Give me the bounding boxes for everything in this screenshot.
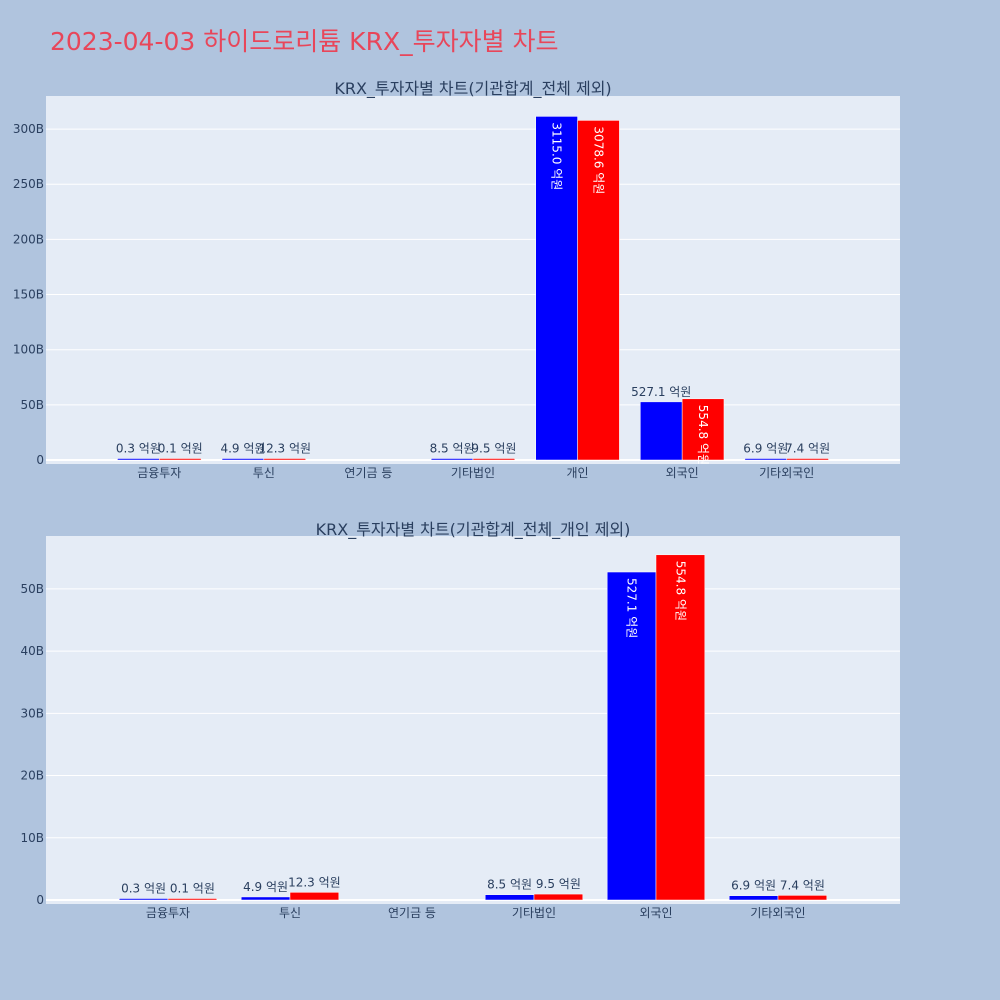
data-label: 6.9 억원 xyxy=(743,442,788,456)
x-tick-label: 외국인 xyxy=(666,466,699,480)
bar xyxy=(472,458,516,461)
bar xyxy=(430,458,474,461)
chart-1: 0 50B 100B 150B 200B 250B 300B KRX_투자자별 차트(기관합계… xyxy=(13,79,900,480)
data-label: 6.9 억원 xyxy=(731,879,776,893)
y-tick-label: 40B xyxy=(20,644,44,658)
bar xyxy=(655,554,706,901)
x-tick-label: 연기금 등 xyxy=(344,466,392,480)
page-title: 2023-04-03 하이드로리튬 KRX_투자자별 차트 xyxy=(50,27,559,56)
bar xyxy=(263,458,306,461)
bar xyxy=(167,898,218,901)
x-tick-label: 금융투자 xyxy=(146,906,190,920)
x-tick-label: 기타법인 xyxy=(451,466,495,480)
bar xyxy=(577,120,620,461)
data-label: 3115.0 억원 xyxy=(550,122,564,190)
bar xyxy=(786,458,829,461)
data-label: 12.3 억원 xyxy=(258,442,311,456)
y-tick-label: 200B xyxy=(13,232,44,246)
data-label: 0.3 억원 xyxy=(116,442,161,456)
data-label: 8.5 억원 xyxy=(430,442,475,456)
y-tick-label: 50B xyxy=(20,398,44,412)
bar xyxy=(159,458,202,461)
bar xyxy=(118,898,169,901)
bar xyxy=(606,571,657,901)
x-tick-label: 개인 xyxy=(567,466,589,480)
y-tick-label: 0 xyxy=(36,893,44,907)
plot-area xyxy=(46,536,900,904)
data-label: 554.8 억원 xyxy=(673,561,687,621)
y-tick-label: 50B xyxy=(20,582,44,596)
x-tick-label: 기타법인 xyxy=(512,906,556,920)
bar xyxy=(221,458,265,461)
bar xyxy=(744,458,787,461)
bar xyxy=(681,398,725,461)
bar xyxy=(535,116,578,461)
data-label: 0.3 억원 xyxy=(121,882,166,896)
data-label: 9.5 억원 xyxy=(536,877,581,891)
y-tick-label: 0 xyxy=(36,453,44,467)
data-label: 7.4 억원 xyxy=(780,878,825,892)
chart-title: KRX_투자자별 차트(기관합계_전체 제외) xyxy=(334,79,611,99)
bar xyxy=(777,895,828,901)
y-tick-label: 20B xyxy=(20,769,44,783)
data-label: 4.9 억원 xyxy=(220,442,265,456)
x-tick-label: 기타외국인 xyxy=(759,466,814,480)
data-label: 9.5 억원 xyxy=(471,442,516,456)
bar xyxy=(240,896,291,901)
data-label: 0.1 억원 xyxy=(158,442,203,456)
y-tick-label: 10B xyxy=(20,831,44,845)
bar xyxy=(728,895,779,901)
y-tick-label: 30B xyxy=(20,706,44,720)
plot-area xyxy=(46,96,900,464)
data-label: 4.9 억원 xyxy=(243,880,288,894)
data-label: 554.8 억원 xyxy=(696,405,710,465)
x-tick-label: 외국인 xyxy=(639,906,672,920)
bar xyxy=(533,893,584,901)
data-label: 3078.6 억원 xyxy=(591,126,605,194)
bar xyxy=(117,458,160,461)
data-label: 12.3 억원 xyxy=(288,875,341,889)
x-tick-label: 기타외국인 xyxy=(750,906,805,920)
data-label: 527.1 억원 xyxy=(631,385,691,399)
bar xyxy=(484,894,535,901)
bar xyxy=(289,892,340,901)
x-tick-label: 투신 xyxy=(253,466,275,480)
x-tick-label: 금융투자 xyxy=(137,466,181,480)
y-tick-label: 300B xyxy=(13,122,44,136)
chart-2: 0 10B 20B 30B 40B 50B KRX_투자자별 차트(기관합계_전체_개인 제… xyxy=(20,520,900,920)
y-tick-label: 250B xyxy=(13,177,44,191)
chart-title: KRX_투자자별 차트(기관합계_전체_개인 제외) xyxy=(316,520,631,540)
x-tick-label: 투신 xyxy=(279,906,301,920)
bar xyxy=(640,401,683,461)
data-label: 527.1 억원 xyxy=(625,578,639,638)
y-tick-label: 150B xyxy=(13,288,44,302)
y-tick-label: 100B xyxy=(13,343,44,357)
data-label: 0.1 억원 xyxy=(170,882,215,896)
data-label: 7.4 억원 xyxy=(785,442,830,456)
x-tick-label: 연기금 등 xyxy=(388,906,436,920)
data-label: 8.5 억원 xyxy=(487,878,532,892)
